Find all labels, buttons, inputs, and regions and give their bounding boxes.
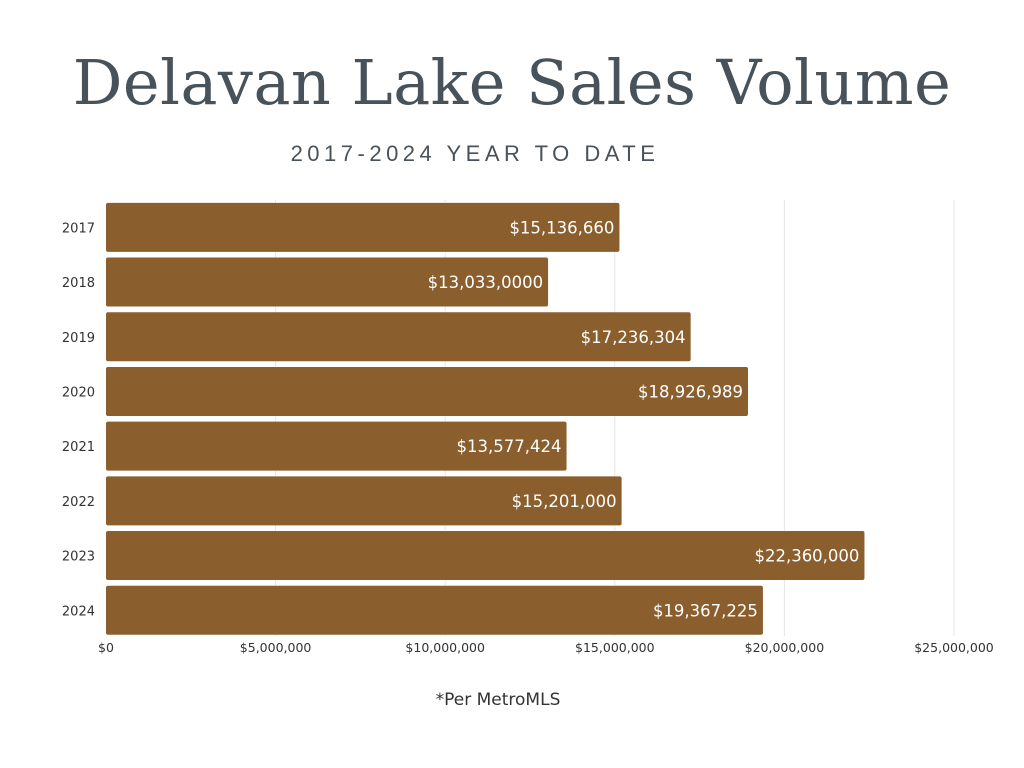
bar-2021 xyxy=(106,421,567,471)
x-tick-label: $25,000,000 xyxy=(914,640,994,655)
bar-2024 xyxy=(106,585,763,635)
footnote: *Per MetroMLS xyxy=(435,690,561,710)
bar-value-label: $13,033,0000 xyxy=(428,273,543,292)
category-label: 2023 xyxy=(62,550,95,565)
bar-2020 xyxy=(106,366,749,416)
category-label: 2022 xyxy=(62,495,95,510)
bar-2019 xyxy=(106,312,691,362)
category-label: 2018 xyxy=(62,276,95,291)
chart-subtitle: 2017-2024 YEAR TO DATE xyxy=(290,141,660,166)
bar-value-label: $17,236,304 xyxy=(581,328,686,347)
category-label: 2017 xyxy=(62,221,95,236)
bar-2023 xyxy=(106,531,865,581)
category-label: 2019 xyxy=(62,331,95,346)
bar-value-label: $18,926,989 xyxy=(638,382,743,401)
bar-value-label: $15,201,000 xyxy=(512,492,617,511)
x-tick-label: $10,000,000 xyxy=(405,640,485,655)
bar-value-label: $13,577,424 xyxy=(457,437,562,456)
bar-value-label: $19,367,225 xyxy=(653,601,758,620)
category-label: 2021 xyxy=(62,440,95,455)
chart-title: Delavan Lake Sales Volume xyxy=(72,46,952,119)
x-tick-label: $15,000,000 xyxy=(575,640,655,655)
category-label: 2024 xyxy=(62,604,95,619)
bar-value-label: $22,360,000 xyxy=(754,547,859,566)
bar-2022 xyxy=(106,476,622,526)
bar-2018 xyxy=(106,257,549,307)
x-tick-label: $0 xyxy=(98,640,114,655)
x-tick-labels: $0 $5,000,000 $10,000,000 $15,000,000 $20,00… xyxy=(98,640,994,655)
x-tick-label: $5,000,000 xyxy=(240,640,312,655)
category-labels: 2017 2018 2019 2020 2021 2022 2023 2024 xyxy=(62,221,95,619)
category-label: 2020 xyxy=(62,385,95,400)
bar-2017 xyxy=(106,202,620,252)
bars: $15,136,660 $13,033,0000 $17,236,304 $18,92… xyxy=(106,202,865,635)
bar-value-label: $15,136,660 xyxy=(509,218,614,237)
x-tick-label: $20,000,000 xyxy=(745,640,825,655)
